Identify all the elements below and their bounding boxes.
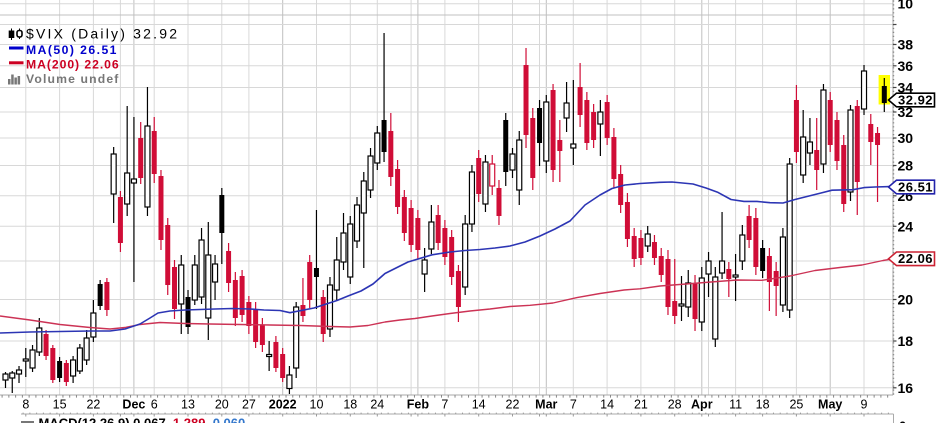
- svg-text:Feb: Feb: [407, 398, 430, 412]
- svg-text:24: 24: [370, 398, 384, 412]
- svg-text:18: 18: [756, 398, 770, 412]
- svg-text:22.06: 22.06: [898, 251, 933, 266]
- svg-text:21: 21: [634, 398, 648, 412]
- svg-text:MA(200) 22.06: MA(200) 22.06: [26, 58, 120, 72]
- svg-text:22: 22: [86, 398, 100, 412]
- svg-text:36: 36: [898, 58, 914, 74]
- svg-text:8: 8: [22, 398, 29, 412]
- svg-text:34: 34: [898, 80, 914, 96]
- svg-text:20: 20: [898, 292, 914, 308]
- svg-text:38: 38: [898, 37, 914, 53]
- svg-text:0: 0: [899, 419, 906, 423]
- svg-text:MA(50) 26.51: MA(50) 26.51: [26, 43, 118, 57]
- svg-text:Dec: Dec: [122, 398, 145, 412]
- svg-text:32.92: 32.92: [898, 92, 933, 107]
- svg-text:25: 25: [789, 398, 803, 412]
- svg-text:2022: 2022: [269, 398, 297, 412]
- svg-text:32: 32: [898, 104, 914, 120]
- svg-text:22: 22: [506, 398, 520, 412]
- svg-text:14: 14: [472, 398, 486, 412]
- svg-text:6: 6: [151, 398, 158, 412]
- svg-text:7: 7: [570, 398, 577, 412]
- svg-text:11: 11: [729, 398, 742, 412]
- svg-text:28: 28: [668, 398, 682, 412]
- svg-text:20: 20: [215, 398, 229, 412]
- svg-text:28: 28: [898, 158, 914, 174]
- svg-text:May: May: [818, 398, 842, 412]
- svg-text:10: 10: [310, 398, 324, 412]
- svg-text:$VIX (Daily) 32.92: $VIX (Daily) 32.92: [26, 26, 179, 42]
- svg-text:MACD(12,26,9) 0.067, 1.289, 0.: MACD(12,26,9) 0.067, 1.289, 0.060: [39, 416, 246, 423]
- svg-text:9: 9: [861, 398, 868, 412]
- svg-text:18: 18: [898, 333, 914, 349]
- svg-text:Mar: Mar: [535, 398, 557, 412]
- svg-text:27: 27: [242, 398, 256, 412]
- svg-text:7: 7: [441, 398, 448, 412]
- svg-text:13: 13: [181, 398, 195, 412]
- svg-text:14: 14: [600, 398, 614, 412]
- svg-text:10: 10: [898, 0, 914, 12]
- svg-text:30: 30: [898, 130, 914, 146]
- svg-text:26.51: 26.51: [898, 179, 933, 194]
- svg-text:Apr: Apr: [691, 398, 713, 412]
- svg-text:16: 16: [898, 380, 914, 396]
- svg-text:24: 24: [898, 218, 914, 234]
- svg-text:18: 18: [343, 398, 357, 412]
- svg-text:Volume undef: Volume undef: [26, 72, 119, 86]
- svg-text:15: 15: [53, 398, 67, 412]
